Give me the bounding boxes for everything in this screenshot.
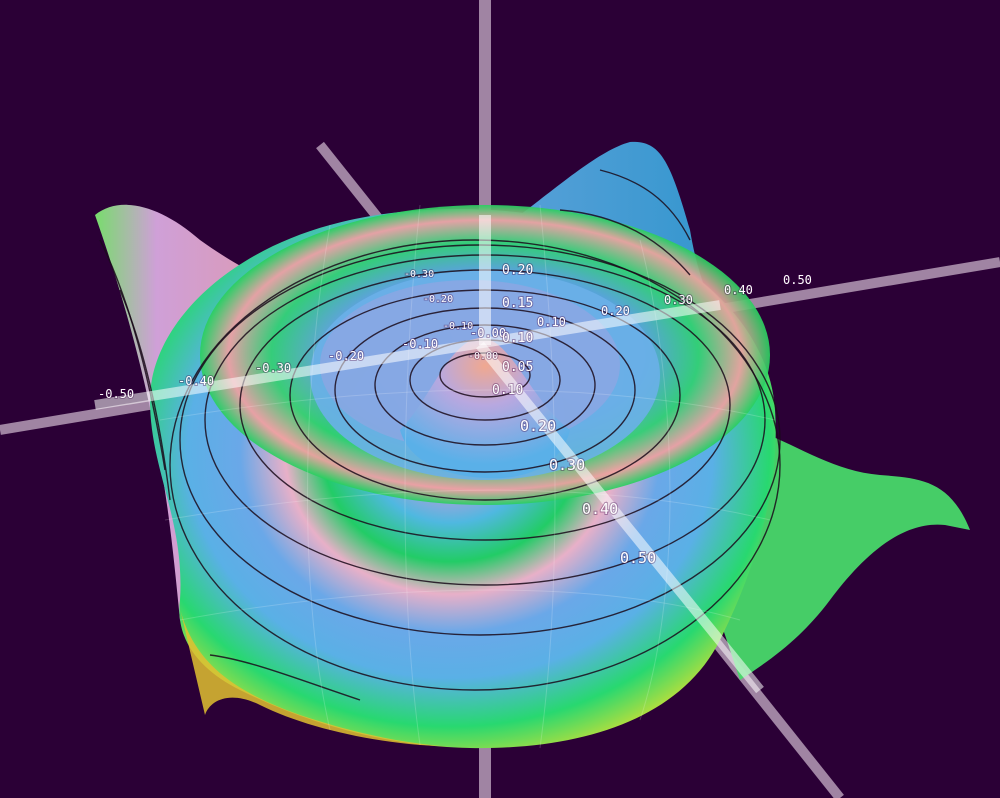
x-tick-label: 0.30 <box>664 293 693 307</box>
y-tick-label: 0.20 <box>502 263 533 278</box>
x-tick-label: -0.40 <box>178 374 214 388</box>
x-axis-line-front <box>94 300 721 410</box>
x-tick-label: 0.20 <box>601 304 630 318</box>
y-axis-line-front <box>476 341 764 694</box>
x-tick-label: 0.50 <box>783 273 812 287</box>
x-axis-ticks: -0.50 -0.40 -0.30 -0.20 -0.10 -0.00 0.10… <box>97 272 813 402</box>
contour <box>209 654 361 701</box>
y-tick-label: 0.15 <box>502 296 533 311</box>
surface-peak <box>400 337 570 479</box>
y-tick-label: -0.10 <box>443 321 473 332</box>
y-axis-ticks: -0.30 -0.20 -0.10 -0.00 0.10 0.15 0.20 <box>403 262 534 363</box>
surface <box>95 141 970 749</box>
y-tick-label: -0.00 <box>468 351 498 362</box>
z-tick-label: 0.40 <box>582 500 618 518</box>
x-tick-label: -0.00 <box>470 326 506 340</box>
y-tick-label: -0.30 <box>404 269 434 280</box>
contour <box>119 289 171 501</box>
x-tick-label: -0.10 <box>402 337 438 351</box>
axis-lines-front <box>94 215 764 694</box>
contour <box>559 209 691 276</box>
contour <box>169 239 781 691</box>
x-tick-label: -0.30 <box>255 361 291 375</box>
x-tick-label: -0.20 <box>328 349 364 363</box>
z-tick-label: 0.10 <box>492 383 523 398</box>
x-tick-label: -0.50 <box>98 387 134 401</box>
y-tick-label: -0.20 <box>423 294 453 305</box>
z-tick-label: 0.05 <box>502 360 533 375</box>
x-tick-label: 0.10 <box>537 315 566 329</box>
contour <box>599 169 691 241</box>
surface-grid <box>159 204 776 749</box>
x-tick-label: 0.40 <box>724 283 753 297</box>
z-tick-label: 0.50 <box>620 549 656 567</box>
z-tick-label: 0.30 <box>549 456 585 474</box>
z-axis-ticks: 0.05 0.10 0.20 0.30 0.40 0.50 <box>491 359 657 568</box>
z-tick-label: 0.20 <box>520 417 556 435</box>
y-tick-label: 0.10 <box>502 331 533 346</box>
contour <box>99 239 166 471</box>
